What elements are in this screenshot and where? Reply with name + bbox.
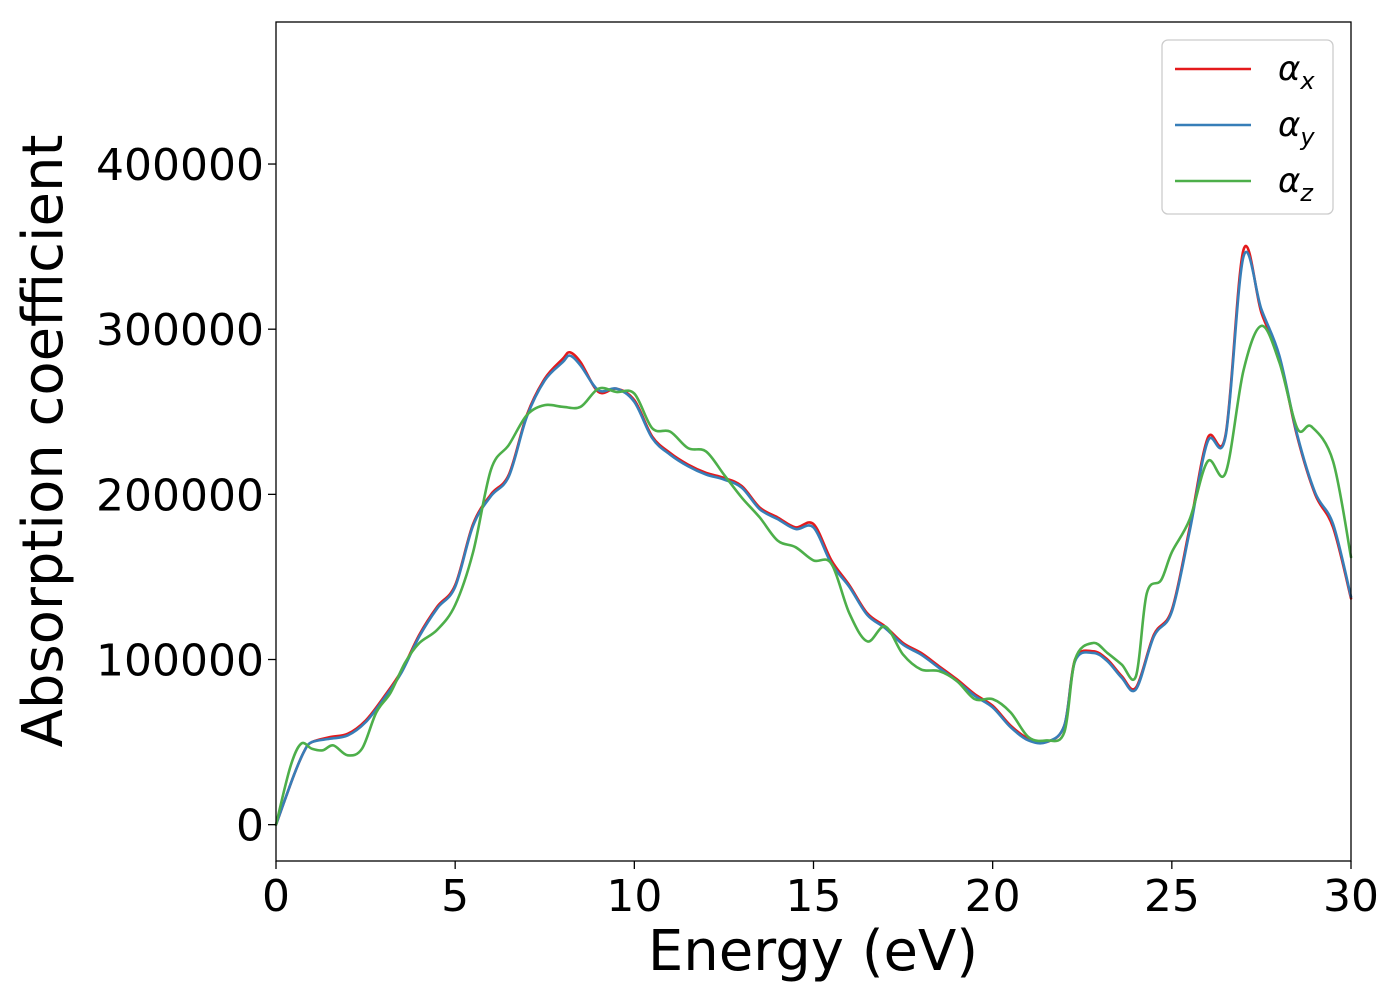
x-tick-label: 10: [606, 871, 662, 922]
series-line-z: [274, 324, 1353, 826]
y-tick-label: 200000: [96, 470, 264, 521]
x-tick-label: 5: [441, 871, 469, 922]
x-tick-label: 30: [1323, 871, 1379, 922]
plot-lines: [274, 245, 1353, 826]
y-tick-label: 300000: [96, 305, 264, 356]
legend-frame: [1161, 39, 1334, 215]
y-tick-label: 400000: [96, 140, 264, 191]
x-tick-label: 15: [786, 871, 842, 922]
y-axis-label: Absorption coefficient: [11, 135, 76, 748]
x-tick-label: 0: [262, 871, 290, 922]
x-axis: 0 5 10 15 20 25 30: [262, 861, 1379, 922]
y-axis: 0 100000 200000 300000 400000: [96, 140, 276, 852]
legend-label-x: αx: [1278, 49, 1315, 95]
y-tick-label: 100000: [96, 636, 264, 687]
x-tick-label: 20: [965, 871, 1021, 922]
x-axis-label: Energy (eV): [648, 919, 978, 984]
y-tick-label: 0: [236, 801, 264, 852]
legend-label-y: αy: [1278, 105, 1315, 151]
x-tick-label: 25: [1144, 871, 1200, 922]
series-line-y: [274, 250, 1353, 826]
